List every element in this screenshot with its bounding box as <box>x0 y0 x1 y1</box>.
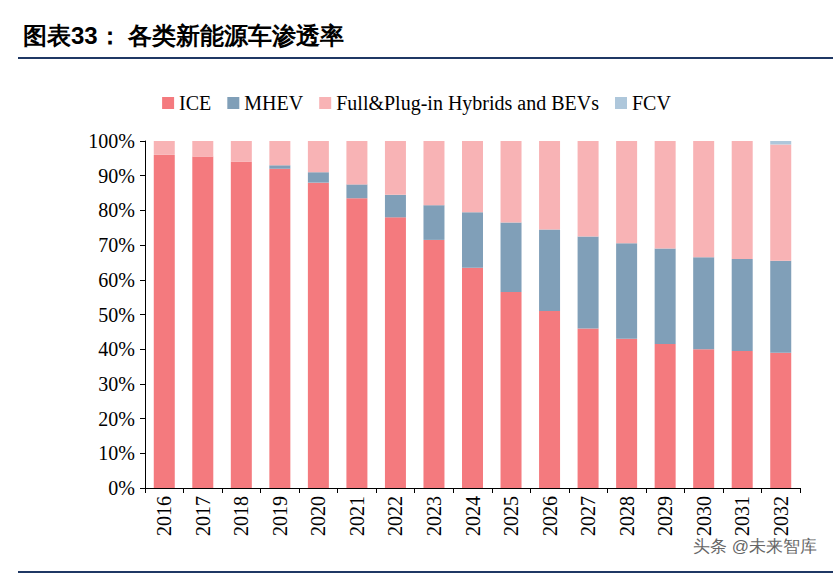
svg-text:2026: 2026 <box>539 496 561 536</box>
svg-text:FCV: FCV <box>632 92 671 114</box>
svg-text:图表33： 各类新能源车渗透率: 图表33： 各类新能源车渗透率 <box>23 22 344 49</box>
svg-text:头条 @未来智库: 头条 @未来智库 <box>693 537 817 556</box>
svg-text:20%: 20% <box>98 408 135 430</box>
svg-text:0%: 0% <box>108 477 135 499</box>
svg-text:40%: 40% <box>98 338 135 360</box>
svg-text:2023: 2023 <box>423 496 445 536</box>
svg-text:70%: 70% <box>98 234 135 256</box>
svg-text:2025: 2025 <box>500 496 522 536</box>
svg-text:2017: 2017 <box>192 496 214 536</box>
svg-text:2019: 2019 <box>269 496 291 536</box>
svg-text:Full&Plug-in Hybrids and BEVs: Full&Plug-in Hybrids and BEVs <box>336 92 599 115</box>
svg-text:MHEV: MHEV <box>244 92 303 114</box>
svg-text:2028: 2028 <box>616 496 638 536</box>
svg-text:2016: 2016 <box>153 496 175 536</box>
svg-text:2018: 2018 <box>230 496 252 536</box>
svg-text:2031: 2031 <box>731 496 753 536</box>
svg-text:30%: 30% <box>98 373 135 395</box>
svg-text:80%: 80% <box>98 199 135 221</box>
svg-text:2022: 2022 <box>384 496 406 536</box>
svg-text:60%: 60% <box>98 269 135 291</box>
svg-text:2027: 2027 <box>577 496 599 536</box>
svg-text:2029: 2029 <box>654 496 676 536</box>
svg-text:2024: 2024 <box>462 496 484 536</box>
svg-text:2021: 2021 <box>346 496 368 536</box>
svg-text:100%: 100% <box>88 130 135 152</box>
svg-text:2030: 2030 <box>693 496 715 536</box>
svg-text:10%: 10% <box>98 442 135 464</box>
svg-text:90%: 90% <box>98 165 135 187</box>
svg-text:50%: 50% <box>98 304 135 326</box>
svg-text:2032: 2032 <box>770 496 792 536</box>
svg-text:ICE: ICE <box>179 92 211 114</box>
svg-text:2020: 2020 <box>307 496 329 536</box>
